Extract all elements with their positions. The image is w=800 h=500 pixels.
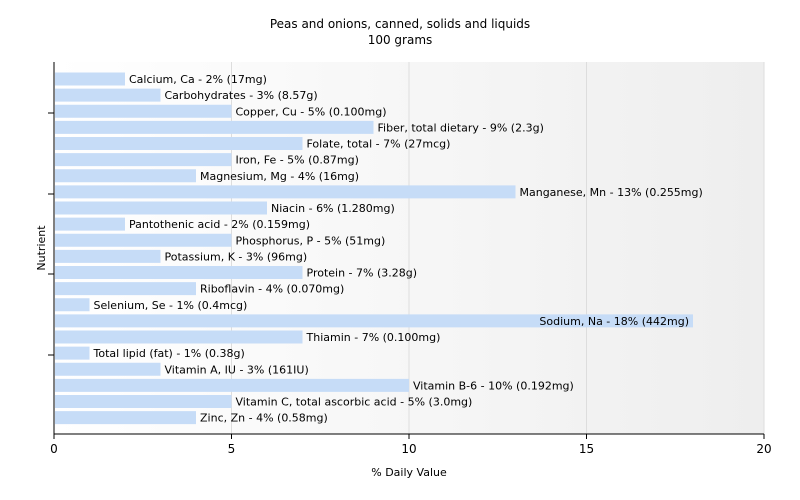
- bar-label-6: Magnesium, Mg - 4% (16mg): [200, 170, 359, 183]
- bar-17: [55, 346, 90, 360]
- bar-label-19: Vitamin B-6 - 10% (0.192mg): [413, 379, 574, 392]
- x-tick-label-1: 5: [228, 442, 236, 456]
- bar-4: [55, 137, 303, 150]
- bar-label-16: Thiamin - 7% (0.100mg): [306, 331, 441, 344]
- bar-label-11: Potassium, K - 3% (96mg): [165, 250, 308, 263]
- bar-label-12: Protein - 7% (3.28g): [307, 267, 418, 280]
- bar-19: [55, 378, 409, 392]
- x-axis-label: % Daily Value: [371, 466, 447, 479]
- y-axis-label: Nutrient: [35, 225, 48, 271]
- bar-label-13: Riboflavin - 4% (0.070mg): [200, 283, 344, 296]
- x-tick-label-4: 20: [756, 442, 771, 456]
- bar-13: [55, 282, 196, 296]
- x-tick-label-2: 10: [401, 442, 416, 456]
- bar-16: [55, 330, 303, 344]
- chart-title: Peas and onions, canned, solids and liqu…: [270, 17, 530, 31]
- bar-labels-group: Calcium, Ca - 2% (17mg) Carbohydrates - 3…: [93, 73, 703, 425]
- y-axis-ticks: [48, 112, 54, 356]
- bar-label-17: Total lipid (fat) - 1% (0.38g): [93, 347, 245, 360]
- bar-6: [55, 169, 196, 183]
- bar-8: [55, 201, 267, 215]
- x-tick-label-3: 15: [579, 442, 594, 456]
- bar-20: [55, 395, 232, 408]
- bar-label-18: Vitamin A, IU - 3% (161IU): [165, 363, 309, 376]
- bar-label-2: Copper, Cu - 5% (0.100mg): [236, 105, 387, 118]
- bar-18: [55, 362, 161, 376]
- x-axis-ticks: 0 5 10 15 20: [50, 434, 772, 456]
- bar-21: [55, 411, 196, 425]
- bar-14: [55, 298, 90, 312]
- bars-group: [55, 72, 693, 425]
- bar-label-14: Selenium, Se - 1% (0.4mcg): [94, 299, 248, 312]
- bar-label-10: Phosphorus, P - 5% (51mg): [236, 234, 386, 247]
- chart-subtitle: 100 grams: [368, 33, 433, 47]
- bar-12: [55, 266, 303, 279]
- bar-10: [55, 233, 232, 247]
- bar-3: [55, 120, 374, 134]
- bar-label-0: Calcium, Ca - 2% (17mg): [129, 73, 267, 86]
- bar-11: [55, 249, 161, 263]
- bar-label-5: Iron, Fe - 5% (0.87mg): [236, 154, 359, 167]
- bar-7: [55, 185, 516, 199]
- bar-label-8: Niacin - 6% (1.280mg): [271, 202, 395, 215]
- bar-1: [55, 88, 161, 102]
- bar-5: [55, 153, 232, 167]
- bar-15: [55, 314, 693, 328]
- bar-0: [55, 72, 125, 86]
- bar-label-20: Vitamin C, total ascorbic acid - 5% (3.0…: [236, 396, 473, 409]
- x-tick-label-0: 0: [50, 442, 58, 456]
- bar-label-3: Fiber, total dietary - 9% (2.3g): [378, 121, 544, 134]
- bar-label-15: Sodium, Na - 18% (442mg): [539, 315, 689, 328]
- bar-9: [55, 217, 125, 231]
- bar-label-1: Carbohydrates - 3% (8.57g): [165, 89, 318, 102]
- bar-2: [55, 104, 232, 118]
- bar-label-9: Pantothenic acid - 2% (0.159mg): [129, 218, 310, 231]
- bar-label-7: Manganese, Mn - 13% (0.255mg): [520, 186, 703, 199]
- bar-label-21: Zinc, Zn - 4% (0.58mg): [200, 412, 328, 425]
- bar-label-4: Folate, total - 7% (27mcg): [307, 138, 451, 151]
